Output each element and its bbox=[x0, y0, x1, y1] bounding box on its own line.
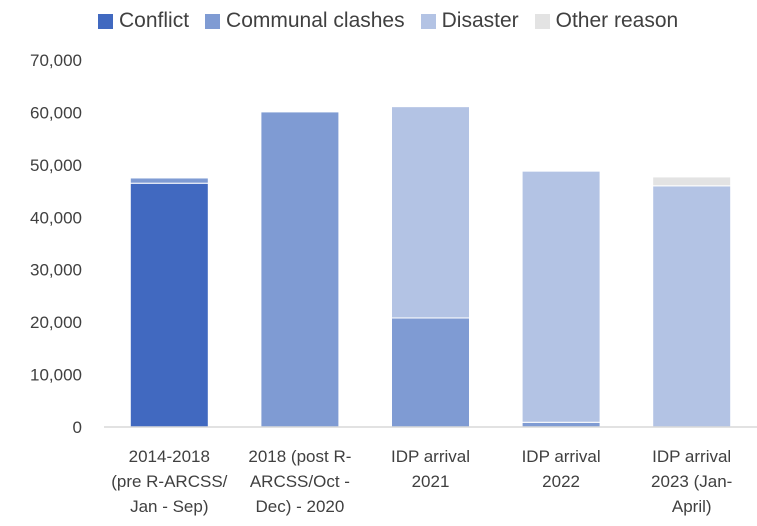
y-tick-label: 0 bbox=[73, 418, 82, 437]
y-tick-label: 10,000 bbox=[30, 366, 82, 385]
y-tick-label: 20,000 bbox=[30, 313, 82, 332]
y-tick-label: 50,000 bbox=[30, 156, 82, 175]
legend-swatch-communal-clashes bbox=[205, 13, 221, 29]
bar-segment-disaster bbox=[391, 106, 470, 319]
legend-label-conflict: Conflict bbox=[119, 9, 190, 32]
legend-label-disaster: Disaster bbox=[441, 9, 519, 32]
legend-swatch-conflict bbox=[98, 13, 113, 29]
y-tick-label: 60,000 bbox=[30, 103, 82, 122]
y-axis: 0 10,000 20,000 30,000 40,000 50,000 60,000 70,… bbox=[30, 51, 82, 437]
bar-segment-communal-clashes bbox=[260, 111, 340, 428]
bar-segment-communal-clashes bbox=[391, 317, 470, 428]
bars bbox=[129, 106, 732, 428]
legend-item-communal-clashes: Communal clashes bbox=[205, 9, 405, 33]
legend-swatch-disaster bbox=[420, 13, 436, 29]
x-category-label: IDP arrival 2021 bbox=[391, 447, 470, 491]
legend-item-disaster: Disaster bbox=[420, 9, 519, 33]
x-category-label: 2014-2018 (pre R-ARCSS/Jan - Sep) bbox=[111, 447, 227, 516]
legend-label-communal-clashes: Communal clashes bbox=[226, 9, 405, 32]
bar-segment-disaster bbox=[521, 170, 601, 423]
y-tick-label: 40,000 bbox=[30, 208, 82, 227]
x-axis: 2014-2018 (pre R-ARCSS/Jan - Sep) 2018 (po… bbox=[104, 426, 757, 516]
y-tick-label: 70,000 bbox=[30, 51, 82, 70]
legend-swatch-other-reason bbox=[534, 13, 550, 29]
bar-segment-other-reason bbox=[652, 176, 732, 187]
x-category-label: IDP arrival 2022 bbox=[522, 447, 601, 491]
chart-legend: Conflict Communal clashes Disaster Other… bbox=[98, 6, 694, 36]
bar-segment-conflict bbox=[129, 182, 209, 428]
x-category-label: IDP arrival 2023 (Jan-April) bbox=[651, 447, 732, 516]
y-tick-label: 30,000 bbox=[30, 261, 82, 280]
bar-segment-disaster bbox=[652, 185, 732, 428]
x-category-label: 2018 (post R-ARCSS/Oct -Dec) - 2020 bbox=[248, 447, 351, 516]
bar-segment-communal-clashes bbox=[129, 177, 209, 184]
legend-item-conflict: Conflict bbox=[98, 9, 189, 33]
legend-item-other-reason: Other reason bbox=[534, 9, 679, 33]
legend-label-other-reason: Other reason bbox=[555, 9, 679, 32]
